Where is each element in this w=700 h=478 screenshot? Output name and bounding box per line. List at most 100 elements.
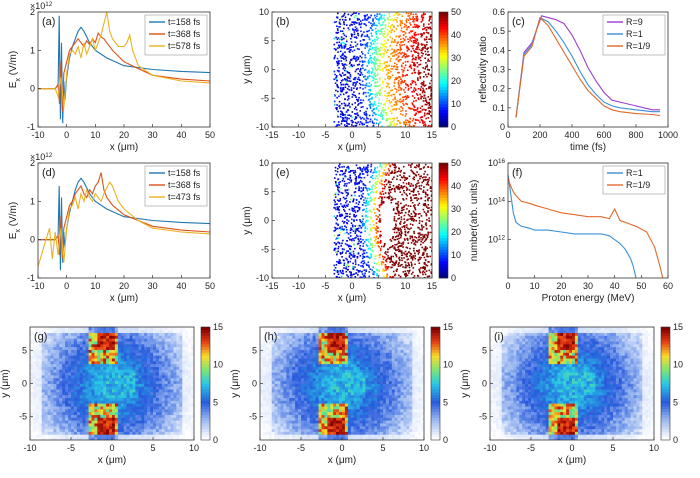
colorbar-step: [439, 211, 448, 216]
particle-point: [381, 117, 384, 119]
heatmap-cell: [103, 369, 107, 373]
particle-point: [361, 273, 364, 275]
heatmap-cell: [71, 375, 75, 379]
particle-point: [400, 202, 402, 205]
particle-point: [407, 38, 409, 40]
particle-point: [394, 273, 397, 276]
heatmap-cell: [56, 335, 60, 339]
heatmap-cell: [41, 389, 46, 393]
heatmap-cell: [47, 428, 51, 432]
particle-point: [404, 250, 407, 253]
particle-point: [350, 170, 352, 172]
particle-point: [360, 231, 363, 234]
particle-point: [415, 56, 418, 59]
particle-point: [372, 103, 374, 106]
particle-point: [394, 39, 396, 41]
heatmap-cell: [30, 431, 34, 435]
particle-point: [412, 177, 414, 180]
heatmap-cell: [38, 366, 43, 370]
particle-point: [410, 86, 412, 89]
particle-point: [351, 111, 354, 113]
particle-point: [398, 256, 401, 259]
particle-point: [364, 275, 366, 278]
particle-point: [362, 239, 364, 241]
particle-point: [405, 182, 408, 185]
particle-point: [416, 38, 418, 40]
heatmap-cell: [73, 341, 78, 345]
heatmap-cell: [59, 383, 63, 387]
heatmap-cell: [117, 383, 122, 387]
heatmap-cell: [32, 389, 37, 393]
particle-point: [402, 271, 405, 273]
particle-point: [368, 203, 371, 206]
particle-point: [357, 104, 359, 106]
heatmap-cell: [53, 332, 57, 336]
particle-point: [361, 51, 363, 53]
particle-point: [376, 166, 379, 169]
particle-point: [429, 15, 432, 18]
particle-point: [393, 231, 396, 234]
particle-point: [374, 197, 377, 200]
particle-point: [347, 27, 350, 29]
heatmap-cell: [114, 329, 119, 334]
particle-point: [353, 36, 356, 39]
heatmap-cell: [97, 329, 101, 334]
particle-point: [395, 44, 398, 47]
particle-point: [352, 78, 355, 80]
heatmap-cell: [109, 332, 113, 336]
heatmap-cell: [38, 341, 43, 345]
heatmap-cell: [114, 358, 119, 362]
heatmap-cell: [65, 408, 69, 413]
particle-point: [414, 241, 417, 243]
heatmap-cell: [82, 394, 87, 399]
particle-point: [365, 168, 367, 171]
particle-point: [419, 270, 421, 273]
particle-point: [410, 261, 412, 264]
particle-point: [382, 49, 385, 51]
particle-point: [424, 250, 427, 252]
heatmap-cell: [44, 352, 48, 356]
heatmap-cell: [120, 397, 125, 401]
particle-point: [409, 237, 411, 240]
particle-point: [368, 247, 370, 250]
particle-point: [333, 230, 335, 232]
heatmap-cell: [47, 346, 51, 351]
particle-point: [378, 50, 380, 53]
heatmap-cell: [68, 392, 72, 396]
particle-point: [421, 181, 423, 184]
heatmap-cell: [32, 386, 37, 390]
heatmap-cell: [88, 428, 92, 432]
particle-point: [423, 112, 426, 114]
particle-point: [365, 113, 368, 116]
particle-point: [426, 68, 429, 71]
particle-point: [407, 213, 410, 216]
heatmap-cell: [44, 383, 48, 387]
particle-point: [412, 185, 414, 187]
particle-point: [368, 114, 371, 117]
particle-point: [423, 240, 426, 243]
particle-point: [427, 102, 429, 104]
heatmap-cell: [114, 369, 119, 373]
particle-point: [425, 38, 428, 41]
heatmap-cell: [82, 341, 87, 345]
heatmap-cell: [88, 392, 92, 396]
particle-point: [348, 255, 351, 257]
particle-point: [347, 48, 350, 50]
heatmap-cell: [53, 403, 57, 407]
heatmap-cell: [44, 389, 48, 393]
heatmap-cell: [88, 355, 92, 359]
particle-point: [418, 193, 420, 195]
particle-point: [362, 19, 364, 21]
particle-point: [350, 23, 352, 26]
heatmap-cell: [82, 327, 87, 331]
heatmap-cell: [123, 392, 128, 396]
particle-point: [338, 191, 341, 193]
particle-point: [356, 56, 358, 58]
heatmap-cell: [97, 394, 101, 399]
heatmap-cell: [103, 360, 107, 365]
heatmap-cell: [32, 380, 37, 384]
particle-point: [387, 192, 390, 194]
particle-point: [417, 182, 420, 184]
particle-point: [390, 52, 393, 55]
particle-point: [388, 91, 390, 94]
